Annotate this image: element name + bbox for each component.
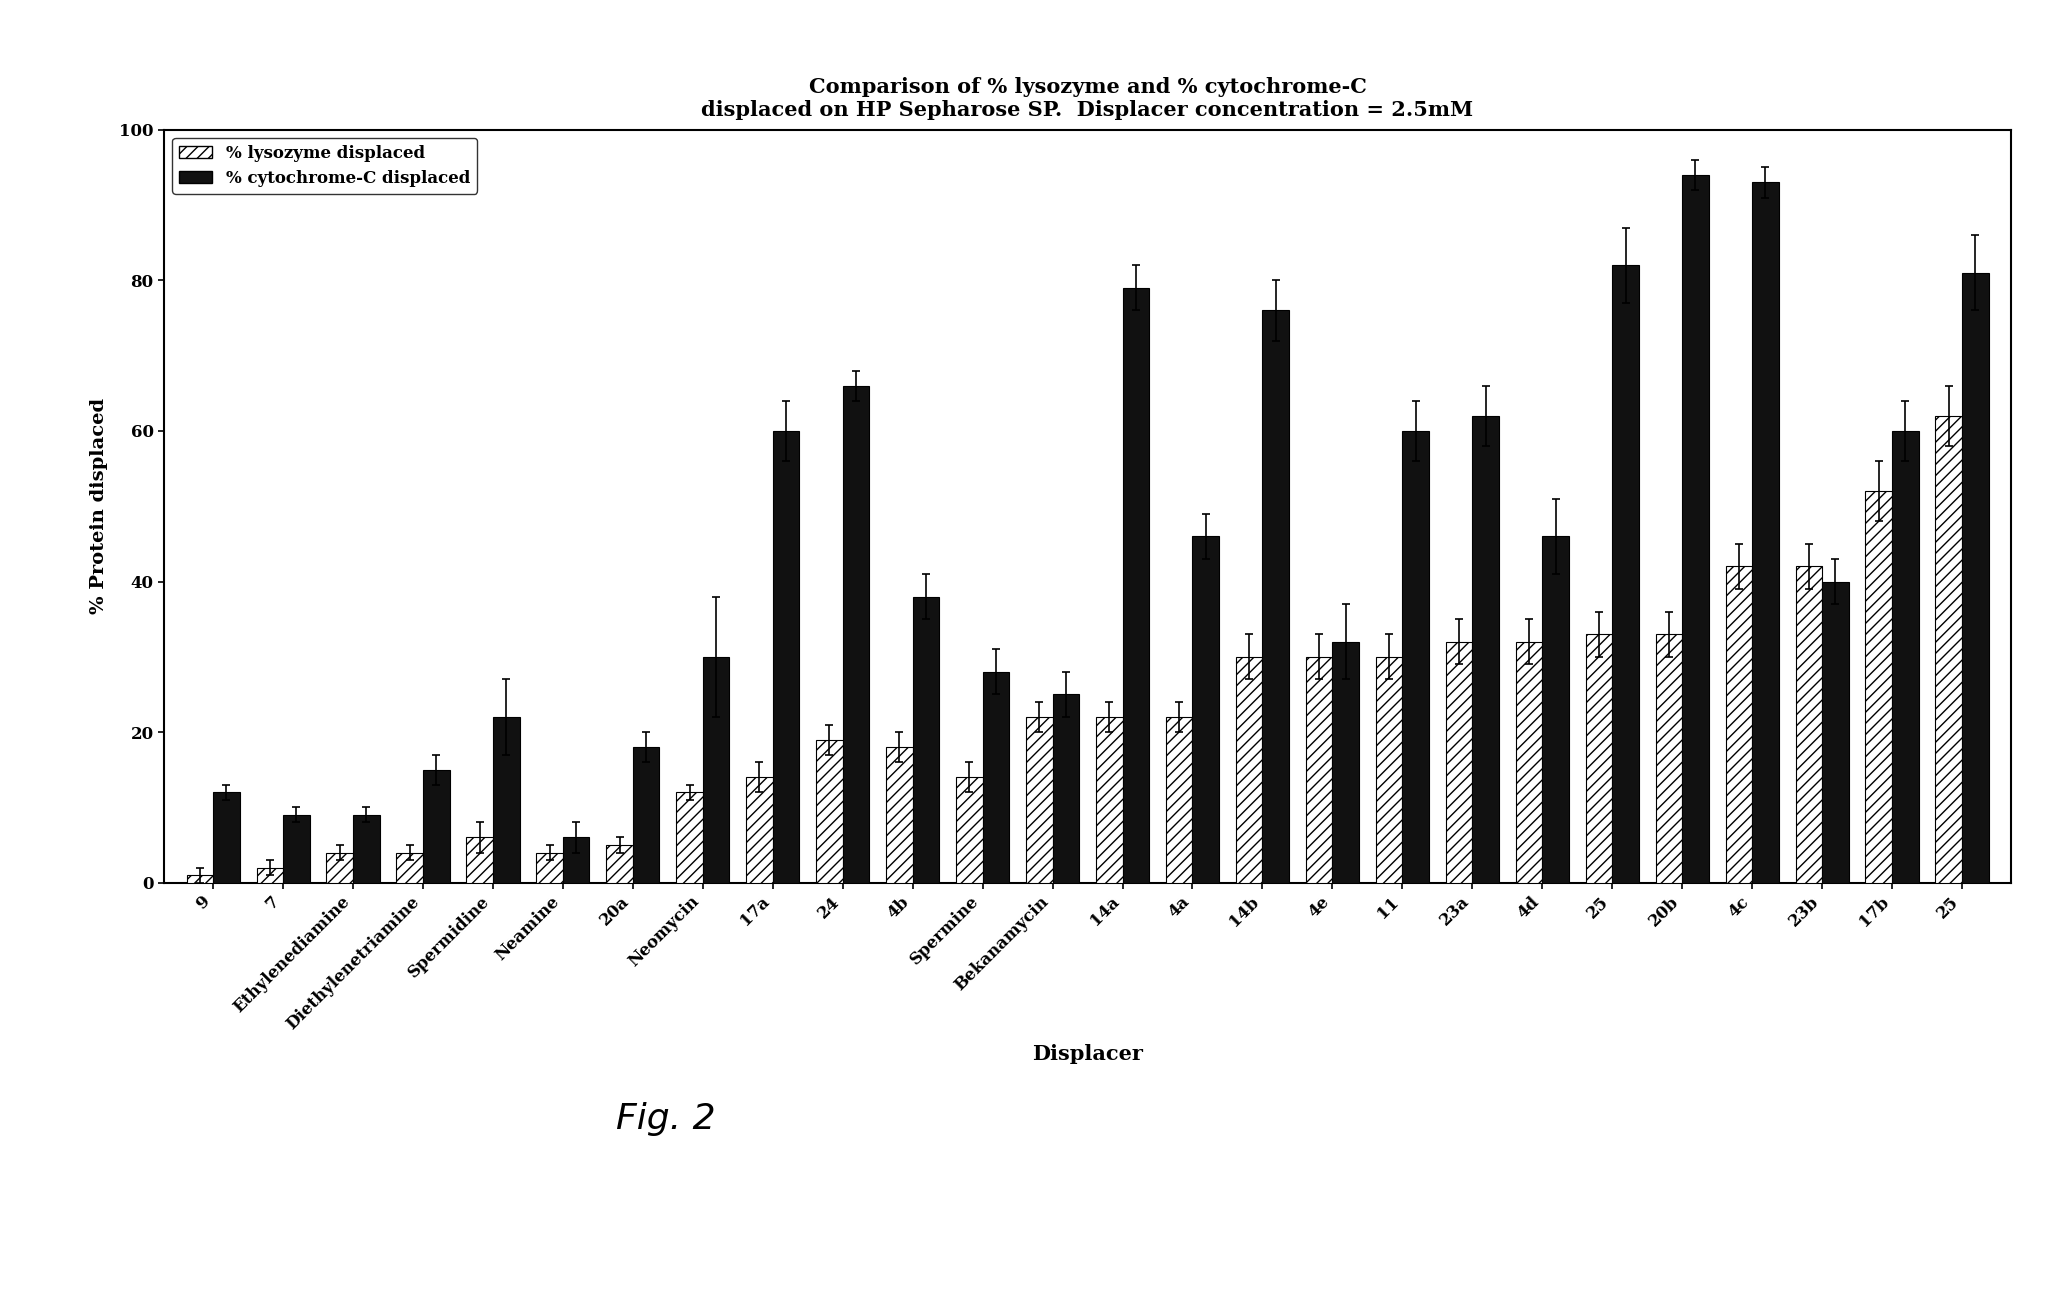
Bar xyxy=(1447,641,1471,883)
Bar xyxy=(1752,183,1779,883)
Bar xyxy=(562,837,589,883)
Bar xyxy=(677,792,702,883)
Bar xyxy=(1865,491,1892,883)
Bar xyxy=(1962,273,1988,883)
Bar xyxy=(353,815,380,883)
Bar xyxy=(1892,431,1919,883)
Text: Fig. 2: Fig. 2 xyxy=(616,1102,716,1136)
Bar xyxy=(1613,265,1640,883)
Bar xyxy=(1543,536,1570,883)
Bar xyxy=(774,431,800,883)
Legend: % lysozyme displaced, % cytochrome-C displaced: % lysozyme displaced, % cytochrome-C dis… xyxy=(172,138,476,193)
Title: Comparison of % lysozyme and % cytochrome-C
displaced on HP Sepharose SP.  Displ: Comparison of % lysozyme and % cytochrom… xyxy=(702,77,1473,119)
Bar xyxy=(605,845,632,883)
Bar xyxy=(1822,582,1849,883)
Bar xyxy=(1262,310,1289,883)
Bar xyxy=(466,837,492,883)
Bar xyxy=(843,386,870,883)
Bar xyxy=(256,867,283,883)
Bar xyxy=(1586,635,1613,883)
Bar xyxy=(1192,536,1219,883)
Bar xyxy=(187,875,213,883)
Bar xyxy=(747,778,774,883)
Bar xyxy=(492,716,519,883)
Bar xyxy=(326,853,353,883)
Bar xyxy=(396,853,423,883)
Bar xyxy=(1471,415,1498,883)
Bar xyxy=(1796,566,1822,883)
Bar xyxy=(1122,288,1149,883)
Bar xyxy=(956,778,983,883)
Bar xyxy=(817,740,843,883)
Bar xyxy=(632,748,659,883)
Bar xyxy=(1053,694,1079,883)
Bar xyxy=(886,748,913,883)
Bar xyxy=(1332,641,1358,883)
Bar xyxy=(1656,635,1683,883)
Bar xyxy=(1726,566,1752,883)
Bar xyxy=(983,672,1010,883)
Bar xyxy=(423,770,449,883)
Bar xyxy=(1026,716,1053,883)
Bar xyxy=(702,657,728,883)
Bar xyxy=(213,792,240,883)
Bar xyxy=(536,853,562,883)
Bar xyxy=(283,815,310,883)
Bar xyxy=(1516,641,1543,883)
Bar xyxy=(1402,431,1428,883)
Bar xyxy=(1375,657,1402,883)
Bar xyxy=(1305,657,1332,883)
Bar xyxy=(1235,657,1262,883)
Y-axis label: % Protein displaced: % Protein displaced xyxy=(90,398,109,614)
Bar xyxy=(1166,716,1192,883)
Bar xyxy=(1096,716,1122,883)
X-axis label: Displacer: Displacer xyxy=(1032,1044,1143,1064)
Bar xyxy=(1683,175,1709,883)
Bar xyxy=(1935,415,1962,883)
Bar xyxy=(913,597,940,883)
